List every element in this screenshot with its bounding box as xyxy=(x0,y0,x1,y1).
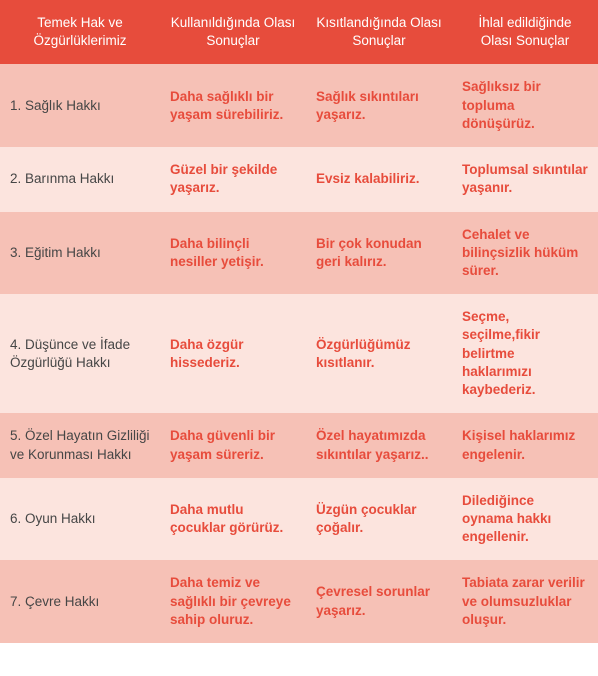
row-value: Sağlıksız bir topluma dönüşürüz. xyxy=(452,64,598,147)
row-value: Çevresel sorunlar yaşarız. xyxy=(306,560,452,643)
row-value: Daha sağlıklı bir yaşam sürebiliriz. xyxy=(160,64,306,147)
row-value: Daha özgür hissederiz. xyxy=(160,294,306,413)
header-cell-3: İhlal edildiğinde Olası Sonuçlar xyxy=(452,0,598,64)
row-value: Dilediğince oynama hakkı engellenir. xyxy=(452,478,598,561)
row-label: 6. Oyun Hakkı xyxy=(0,478,160,561)
row-value: Üzgün çocuklar çoğalır. xyxy=(306,478,452,561)
row-value: Cehalet ve bilinçsizlik hüküm sürer. xyxy=(452,212,598,295)
row-value: Tabiata zarar verilir ve olumsuzluklar o… xyxy=(452,560,598,643)
rights-table: Temek Hak ve ÖzgürlüklerimizKullanıldığı… xyxy=(0,0,598,643)
row-label: 4. Düşünce ve İfade Özgürlüğü Hakkı xyxy=(0,294,160,413)
row-label: 5. Özel Hayatın Gizliliği ve Korunması H… xyxy=(0,413,160,477)
row-value: Güzel bir şekilde yaşarız. xyxy=(160,147,306,211)
row-value: Daha temiz ve sağlıklı bir çevreye sahip… xyxy=(160,560,306,643)
row-value: Sağlık sıkıntıları yaşarız. xyxy=(306,64,452,147)
row-value: Daha bilinçli nesiller yetişir. xyxy=(160,212,306,295)
row-value: Daha güvenli bir yaşam süreriz. xyxy=(160,413,306,477)
row-value: Özel hayatımızda sıkıntılar yaşarız.. xyxy=(306,413,452,477)
row-label: 2. Barınma Hakkı xyxy=(0,147,160,211)
header-cell-1: Kullanıldığında Olası Sonuçlar xyxy=(160,0,306,64)
header-cell-0: Temek Hak ve Özgürlüklerimiz xyxy=(0,0,160,64)
row-value: Kişisel haklarımız engelenir. xyxy=(452,413,598,477)
row-label: 7. Çevre Hakkı xyxy=(0,560,160,643)
row-label: 1. Sağlık Hakkı xyxy=(0,64,160,147)
row-value: Özgürlüğümüz kısıtlanır. xyxy=(306,294,452,413)
row-value: Bir çok konudan geri kalırız. xyxy=(306,212,452,295)
row-label: 3. Eğitim Hakkı xyxy=(0,212,160,295)
row-value: Seçme, seçilme,fikir belirtme haklarımız… xyxy=(452,294,598,413)
header-cell-2: Kısıtlandığında Olası Sonuçlar xyxy=(306,0,452,64)
row-value: Toplumsal sıkıntılar yaşanır. xyxy=(452,147,598,211)
row-value: Evsiz kalabiliriz. xyxy=(306,147,452,211)
row-value: Daha mutlu çocuklar görürüz. xyxy=(160,478,306,561)
